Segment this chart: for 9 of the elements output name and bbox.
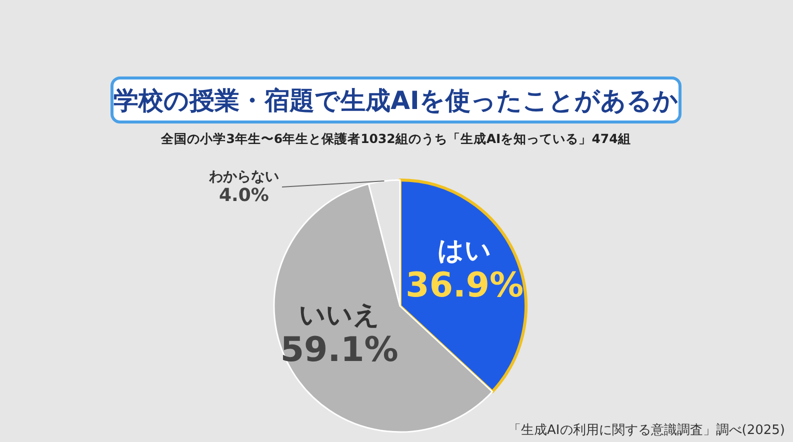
data-label: 4.0% <box>219 184 269 206</box>
slice-label: はい <box>438 236 492 266</box>
slice-label: いいえ <box>298 300 380 330</box>
chart-title: 学校の授業・宿題で生成AIを使ったことがあるか <box>114 86 678 115</box>
text: 「生成AIの利用に関する意識調査」調べ(2025) <box>508 423 785 438</box>
data-label: 59.1% <box>280 330 398 370</box>
data-label: 36.9% <box>406 265 524 306</box>
chart-subtitle: 全国の小学3年生〜6年生と保護者1032組のうち「生成AIを知っている」474組 <box>160 131 631 146</box>
slice-label: わからない <box>208 169 279 186</box>
